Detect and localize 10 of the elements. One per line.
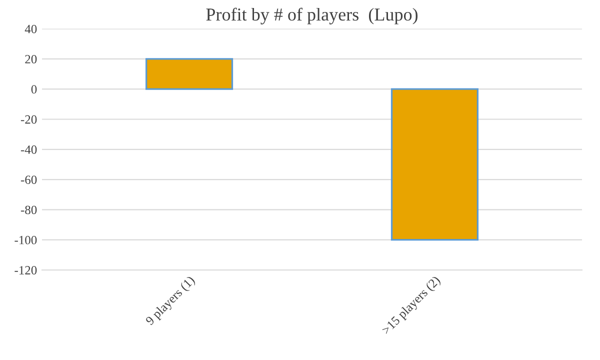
y-tick-label: -120 bbox=[14, 266, 37, 274]
y-tick-label: -100 bbox=[14, 236, 37, 244]
y-tick-label: -60 bbox=[20, 176, 37, 184]
y-tick-label: 20 bbox=[25, 54, 37, 64]
y-tick-label: -40 bbox=[20, 145, 37, 154]
y-tick-label: -20 bbox=[20, 115, 37, 124]
y-tick-label: 0 bbox=[31, 85, 37, 94]
y-tick-label: -80 bbox=[20, 206, 37, 214]
chart-title: Profit by # of players (Lupo) bbox=[206, 8, 418, 24]
y-tick-label: 40 bbox=[24, 24, 37, 34]
